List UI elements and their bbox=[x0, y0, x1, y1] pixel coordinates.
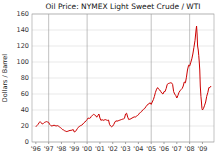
plot-area bbox=[36, 14, 211, 142]
x-tick-label: '98 bbox=[56, 145, 66, 153]
vertical-line bbox=[189, 14, 190, 142]
x-tick-label: '97 bbox=[44, 145, 54, 153]
grid-line bbox=[32, 94, 214, 95]
x-tick-label: '02 bbox=[108, 145, 118, 153]
y-tick-label: 40 bbox=[21, 106, 29, 114]
y-tick-label: 120 bbox=[17, 42, 29, 50]
x-tick-label: '06 bbox=[159, 145, 169, 153]
y-tick-label: 160 bbox=[17, 10, 29, 18]
y-axis-label: Dollars / Barrel bbox=[1, 54, 9, 102]
price-line bbox=[36, 26, 211, 132]
x-tick-label: '00 bbox=[82, 145, 92, 153]
x-tick-label: '05 bbox=[146, 145, 156, 153]
x-tick-label: '09 bbox=[197, 145, 207, 153]
grid-line bbox=[32, 30, 214, 31]
y-tick-label: 140 bbox=[17, 26, 29, 34]
x-tick-label: '03 bbox=[121, 145, 131, 153]
y-tick-label: 60 bbox=[21, 90, 29, 98]
grid-line bbox=[32, 110, 214, 111]
chart: 020406080100120140160'96'97'98'99'00'01'… bbox=[0, 0, 220, 156]
vertical-line bbox=[87, 14, 88, 142]
y-tick-label: 20 bbox=[21, 122, 29, 130]
x-tick-label: '08 bbox=[185, 145, 195, 153]
grid-line bbox=[32, 46, 214, 47]
vertical-line bbox=[151, 14, 152, 142]
grid-line bbox=[32, 62, 214, 63]
y-tick-label: 80 bbox=[21, 74, 29, 82]
x-tick-label: '07 bbox=[172, 145, 182, 153]
y-tick-label: 100 bbox=[17, 58, 29, 66]
x-tick-label: '99 bbox=[69, 145, 79, 153]
x-tick-label: '01 bbox=[95, 145, 105, 153]
plot-frame bbox=[32, 14, 214, 142]
title: Oil Price: NYMEX Light Sweet Crude / WTI bbox=[45, 2, 200, 11]
y-tick-label: 0 bbox=[25, 138, 29, 146]
x-tick-label: '04 bbox=[133, 145, 143, 153]
x-tick-label: '96 bbox=[31, 145, 41, 153]
